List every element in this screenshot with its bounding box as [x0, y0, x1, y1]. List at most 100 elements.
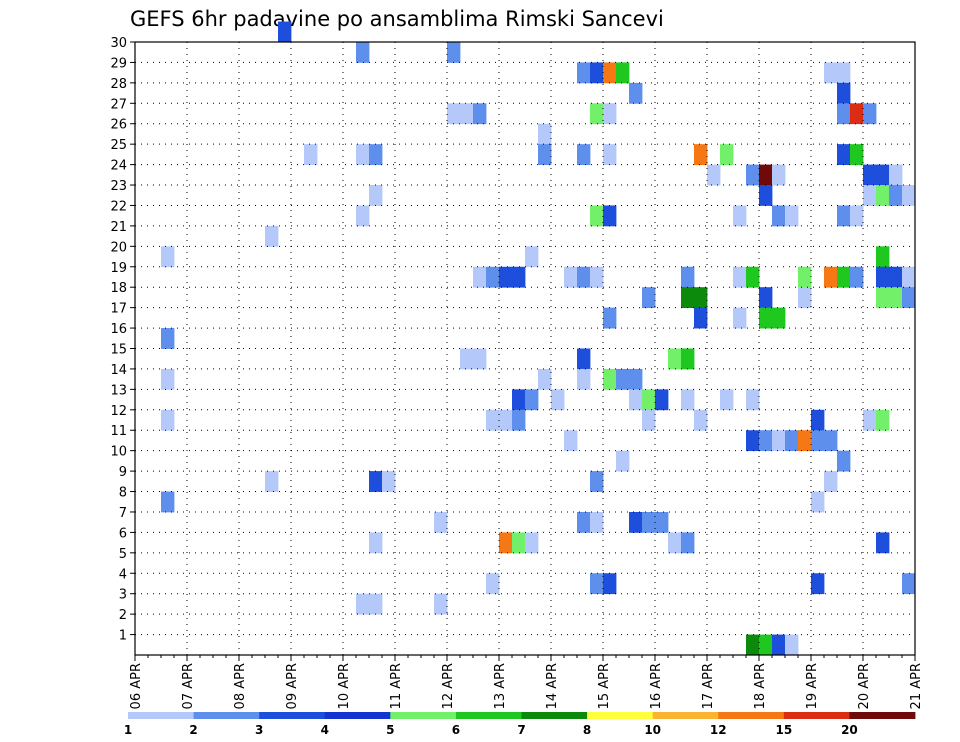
y-tick-label: 4 [119, 567, 127, 582]
y-tick-label: 17 [110, 302, 127, 317]
heatmap-cell [564, 266, 578, 288]
heatmap-cell [616, 62, 630, 84]
y-tick-label: 27 [110, 97, 127, 112]
heatmap-cell [733, 205, 747, 227]
heatmap-cell [798, 430, 812, 452]
heatmap-cell [798, 287, 812, 309]
heatmap-cell [785, 205, 799, 227]
heatmap-cell [876, 246, 890, 268]
heatmap-cell [694, 287, 708, 309]
heatmap-cell [655, 511, 669, 533]
heatmap-cell [356, 205, 370, 227]
heatmap-cell [876, 164, 890, 186]
x-tick-label: 20 APR [857, 663, 872, 709]
heatmap-cell [759, 307, 773, 329]
y-tick-label: 24 [110, 159, 127, 174]
x-tick-label: 09 APR [285, 663, 300, 709]
heatmap-cell [161, 368, 175, 390]
heatmap-cell [720, 389, 734, 411]
legend-swatch [521, 712, 588, 719]
heatmap-cell [434, 593, 448, 615]
heatmap-cell [785, 634, 799, 656]
heatmap-cell [772, 307, 786, 329]
heatmap-cell [369, 185, 383, 206]
heatmap-cell [863, 185, 877, 206]
color-legend: 1 2 3 4 5 6 7 8 10 12 15 20 [124, 712, 916, 737]
heatmap-cells [161, 21, 916, 656]
heatmap-cell [876, 266, 890, 288]
heatmap-cell [499, 409, 513, 431]
legend-swatch [259, 712, 326, 719]
heatmap-cell [538, 144, 552, 165]
heatmap-cell [603, 62, 617, 84]
heatmap-cell [746, 634, 760, 656]
x-tick-label: 10 APR [337, 663, 352, 709]
heatmap-cell [681, 266, 695, 288]
heatmap-cell [837, 450, 851, 472]
heatmap-cell [668, 348, 682, 370]
heatmap-cell [512, 266, 526, 288]
legend-label: 10 [644, 723, 661, 737]
legend-label: 2 [189, 723, 197, 737]
heatmap-cell [525, 532, 539, 554]
heatmap-cell [837, 205, 851, 227]
heatmap-cell [837, 266, 851, 288]
heatmap-cell [577, 368, 591, 390]
heatmap-cell [694, 144, 708, 165]
legend-label: 8 [583, 723, 591, 737]
heatmap-cell [629, 389, 643, 411]
heatmap-cell [603, 144, 617, 165]
legend-label: 3 [255, 723, 263, 737]
heatmap-cell [759, 164, 773, 186]
heatmap-cell [616, 368, 630, 390]
heatmap-cell [512, 389, 526, 411]
chart-title: GEFS 6hr padavine po ansamblima Rimski S… [130, 7, 664, 31]
heatmap-cell [850, 205, 864, 227]
heatmap-cell [642, 409, 656, 431]
heatmap-cell [590, 511, 604, 533]
legend-label: 7 [517, 723, 525, 737]
heatmap-cell [681, 287, 695, 309]
heatmap-cell [603, 368, 617, 390]
heatmap-cell [369, 471, 383, 492]
heatmap-cell [590, 62, 604, 84]
heatmap-cell [499, 266, 513, 288]
heatmap-cell [369, 532, 383, 554]
x-tick-label: 11 APR [389, 663, 404, 709]
heatmap-cell [161, 491, 175, 513]
y-tick-label: 20 [110, 240, 127, 255]
y-tick-label: 7 [119, 506, 127, 521]
heatmap-cell [772, 634, 786, 656]
heatmap-cell [590, 573, 604, 595]
heatmap-cell [265, 225, 279, 247]
heatmap-cell [603, 103, 617, 125]
legend-swatch [128, 712, 194, 719]
heatmap-cell [551, 389, 565, 411]
heatmap-cell [759, 287, 773, 309]
heatmap-cell [356, 42, 370, 63]
heatmap-cell [681, 389, 695, 411]
x-tick-label: 08 APR [233, 663, 248, 709]
heatmap-cell [161, 246, 175, 268]
heatmap-cell [863, 103, 877, 125]
heatmap-cell [850, 266, 864, 288]
y-tick-label: 19 [110, 261, 127, 276]
heatmap-cell [473, 266, 487, 288]
heatmap-cell [642, 511, 656, 533]
x-axis: 06 APR 07 APR 08 APR 09 APR 10 APR 11 APR 12 A… [129, 655, 924, 709]
heatmap-cell [538, 123, 552, 145]
heatmap-cell [603, 573, 617, 595]
heatmap-cell [759, 430, 773, 452]
legend-label: 1 [124, 723, 132, 737]
x-tick-label: 12 APR [441, 663, 456, 709]
heatmap-cell [577, 348, 591, 370]
y-tick-label: 15 [110, 343, 127, 358]
heatmap-cell [668, 532, 682, 554]
heatmap-cell [889, 266, 903, 288]
y-tick-label: 25 [110, 138, 127, 153]
y-tick-label: 14 [110, 363, 127, 378]
heatmap-cell [837, 144, 851, 165]
y-tick-label: 10 [110, 445, 127, 460]
y-tick-label: 2 [119, 608, 127, 623]
heatmap-cell [733, 266, 747, 288]
